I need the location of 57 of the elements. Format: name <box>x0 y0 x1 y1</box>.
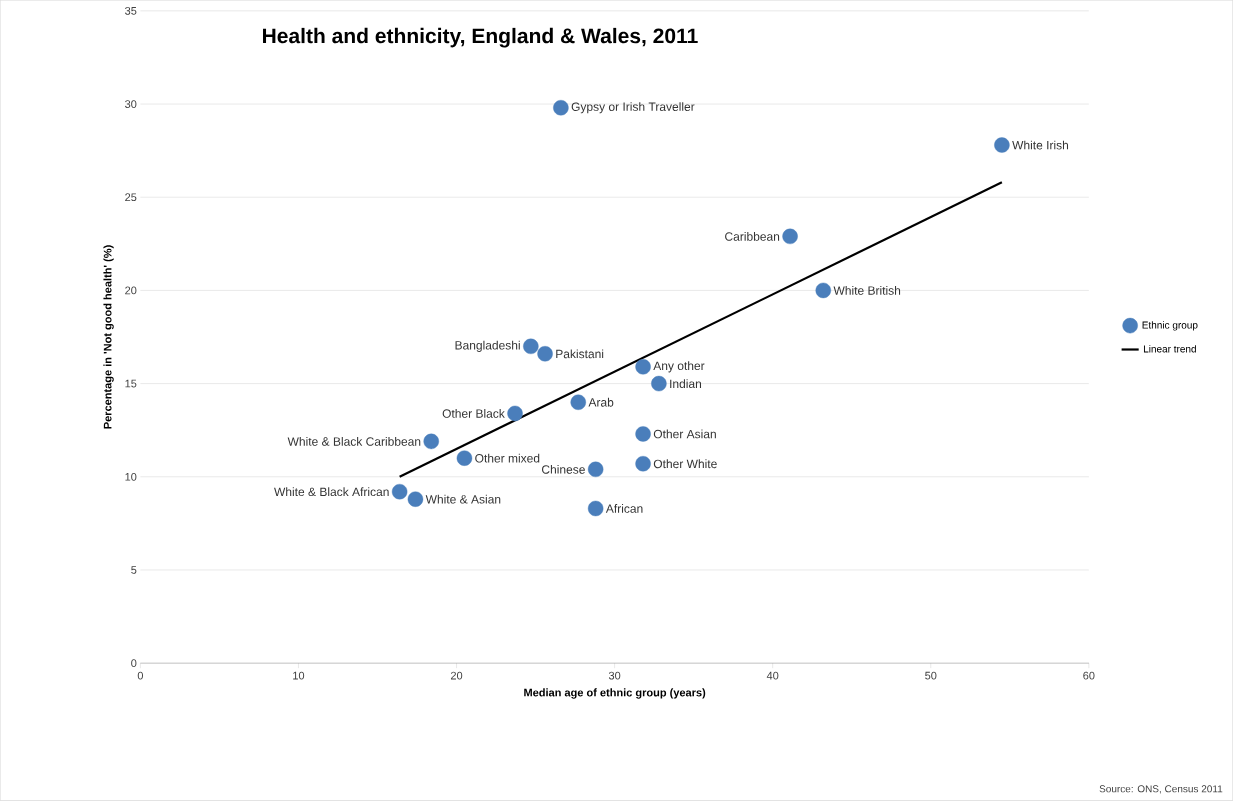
y-tick-label: 5 <box>131 566 137 574</box>
point <box>407 491 424 507</box>
annotation: African <box>605 504 643 513</box>
x-axis-title: Median age of ethnic group (years) <box>524 688 706 699</box>
annotation: Bangladeshi <box>455 340 520 353</box>
annotation: White & Black African <box>274 487 389 497</box>
legend-label: Ethnic group <box>1142 321 1198 331</box>
y-tick-label: 10 <box>125 473 137 481</box>
annotation: Gypsy or Irish Traveller <box>571 102 695 114</box>
annotation: Other Black <box>442 409 505 418</box>
point <box>587 461 604 478</box>
point <box>635 456 651 472</box>
point <box>651 376 667 392</box>
annotation: Any other <box>653 361 705 373</box>
annotation: Pakistani <box>556 349 604 359</box>
annotation: White & Asian <box>425 494 501 504</box>
point <box>815 282 831 299</box>
x-tick-label: 50 <box>925 671 937 680</box>
y-tick-label: 20 <box>125 286 137 295</box>
point <box>782 228 798 245</box>
point <box>391 484 408 500</box>
annotation: White & Black Caribbean <box>287 437 421 446</box>
legend-label: Linear trend <box>1143 345 1196 353</box>
annotation: White Irish <box>1012 140 1069 150</box>
point <box>635 426 651 442</box>
y-tick-label: 15 <box>125 379 137 388</box>
x-tick-label: 30 <box>608 671 621 680</box>
y-tick-label: 35 <box>125 7 137 15</box>
x-tick-label: 0 <box>137 671 144 680</box>
annotation: Arab <box>588 397 614 407</box>
source-note: Source: ONS, Census 2011 <box>1099 785 1223 794</box>
point <box>537 346 553 362</box>
annotation: Caribbean <box>725 232 780 241</box>
annotation: Other Asian <box>653 429 716 439</box>
annotation: Other White <box>653 459 717 469</box>
point <box>456 450 473 466</box>
x-tick-label: 20 <box>450 671 463 680</box>
y-tick-label: 0 <box>131 659 137 668</box>
point <box>994 137 1010 153</box>
point <box>570 394 586 411</box>
point <box>635 359 651 375</box>
y-tick-label: 30 <box>125 100 137 109</box>
annotation: Indian <box>670 379 702 389</box>
x-tick-label: 60 <box>1083 671 1095 680</box>
point <box>553 100 569 116</box>
point <box>507 405 523 422</box>
y-tick-label: 25 <box>125 193 137 202</box>
x-tick-label: 40 <box>766 671 779 680</box>
annotation: Chinese <box>542 465 585 474</box>
y-axis-title: Percentage in 'Not good health' (%) <box>103 245 114 429</box>
point <box>523 338 539 355</box>
text: Health and ethnicity, England & Wales, 2011 <box>263 27 698 48</box>
annotation: Other mixed <box>475 453 540 463</box>
annotation: White British <box>833 286 901 295</box>
point <box>423 433 439 450</box>
point <box>587 500 604 517</box>
x-tick-label: 10 <box>293 671 305 680</box>
